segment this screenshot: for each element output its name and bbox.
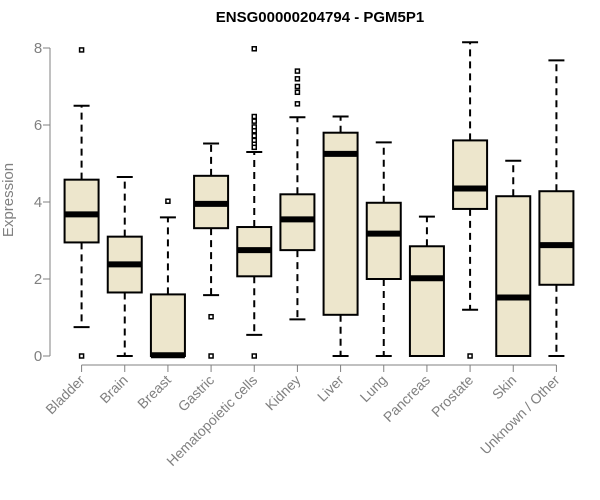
category-label: Unknown / Other [477,372,563,458]
outlier-point [251,118,257,124]
outlier-point [208,353,214,359]
outlier-point [251,113,257,120]
outlier-point [294,68,301,74]
outlier-point [467,353,473,359]
outlier-point [294,101,301,107]
iqr-box [149,293,186,357]
outlier-point [294,76,301,82]
category-label: Bladder [42,372,88,418]
box-group [63,47,100,359]
category-label: Pancreas [380,372,433,425]
iqr-box [322,131,359,316]
outlier-point [165,198,171,204]
category-label: Prostate [428,372,476,420]
outlier-point [208,313,214,320]
box-group [538,59,575,357]
axes: 0 2 4 6 8 [34,40,557,372]
category-label: Kidney [262,372,304,414]
outlier-point [251,133,257,139]
category-label: Brain [96,372,130,406]
box-group [495,159,532,357]
y-tick-label: 0 [34,348,42,365]
y-axis-label: Expression [0,163,17,237]
category-label: Skin [489,372,520,403]
iqr-box [365,201,402,281]
outlier-point [251,353,257,359]
box-group [279,68,316,321]
category-label: Breast [134,372,174,412]
box-group [322,115,359,357]
box-group [452,41,489,359]
y-tick-label: 2 [34,271,42,288]
box-group [106,175,143,357]
outlier-point [78,47,85,53]
iqr-box [63,178,100,244]
iqr-box [538,190,575,286]
iqr-box [452,139,489,210]
category-label: Lung [357,372,390,405]
outlier-point [78,353,85,359]
outlier-point [251,128,257,134]
box-group [408,215,445,357]
y-tick-label: 8 [34,40,42,57]
category-label: Gastric [175,372,218,415]
y-tick-label: 6 [34,117,42,134]
outlier-point [251,144,257,151]
box-group [365,141,402,357]
category-label: Liver [314,372,347,405]
y-tick-label: 4 [34,194,42,211]
outlier-point [294,89,301,96]
outlier-point [251,46,257,52]
boxes [63,41,575,359]
outlier-point [294,83,301,90]
box-group [236,46,273,359]
iqr-box [495,195,532,357]
chart-title: ENSG00000204794 - PGM5P1 [216,9,424,26]
box-group [149,198,186,359]
box-group [193,142,230,359]
iqr-box [408,245,445,357]
